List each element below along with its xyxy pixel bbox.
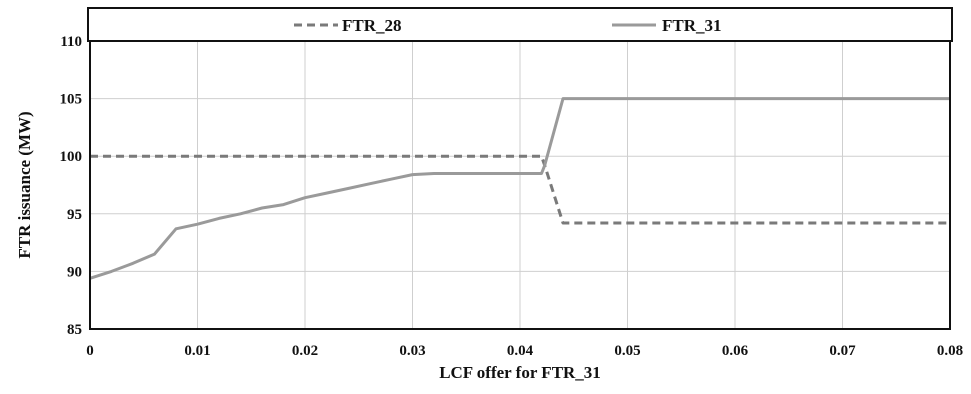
x-tick-label: 0.05: [614, 343, 640, 359]
x-tick-label: 0.03: [399, 343, 425, 359]
x-tick-label: 0.02: [292, 343, 318, 359]
y-tick-label: 105: [60, 92, 83, 108]
plot-frame: [89, 40, 951, 330]
legend: FTR_28 FTR_31: [294, 16, 722, 35]
y-tick-label: 85: [67, 322, 82, 338]
y-axis-ticks: 85 90 95 100 105 110: [60, 34, 83, 338]
x-tick-label: 0.08: [937, 343, 963, 359]
y-tick-label: 95: [67, 207, 82, 223]
x-axis-title: LCF offer for FTR_31: [439, 363, 601, 382]
y-tick-label: 100: [60, 149, 83, 165]
legend-label: FTR_28: [342, 16, 402, 35]
series-lines: [89, 97, 950, 280]
x-tick-label: 0: [86, 343, 94, 359]
x-tick-label: 0.06: [722, 343, 749, 359]
y-axis-title: FTR issuance (MW): [15, 111, 34, 258]
x-tick-label: 0.01: [184, 343, 210, 359]
y-tick-label: 90: [67, 264, 82, 280]
x-tick-label: 0.04: [507, 343, 534, 359]
x-tick-label: 0.07: [829, 343, 856, 359]
legend-box: [87, 7, 953, 42]
legend-label: FTR_31: [662, 16, 722, 35]
x-axis-ticks: 0 0.01 0.02 0.03 0.04 0.05 0.06 0.07 0.08: [86, 343, 963, 359]
y-tick-label: 110: [60, 34, 82, 50]
series-line-ftr-31: [89, 97, 950, 280]
